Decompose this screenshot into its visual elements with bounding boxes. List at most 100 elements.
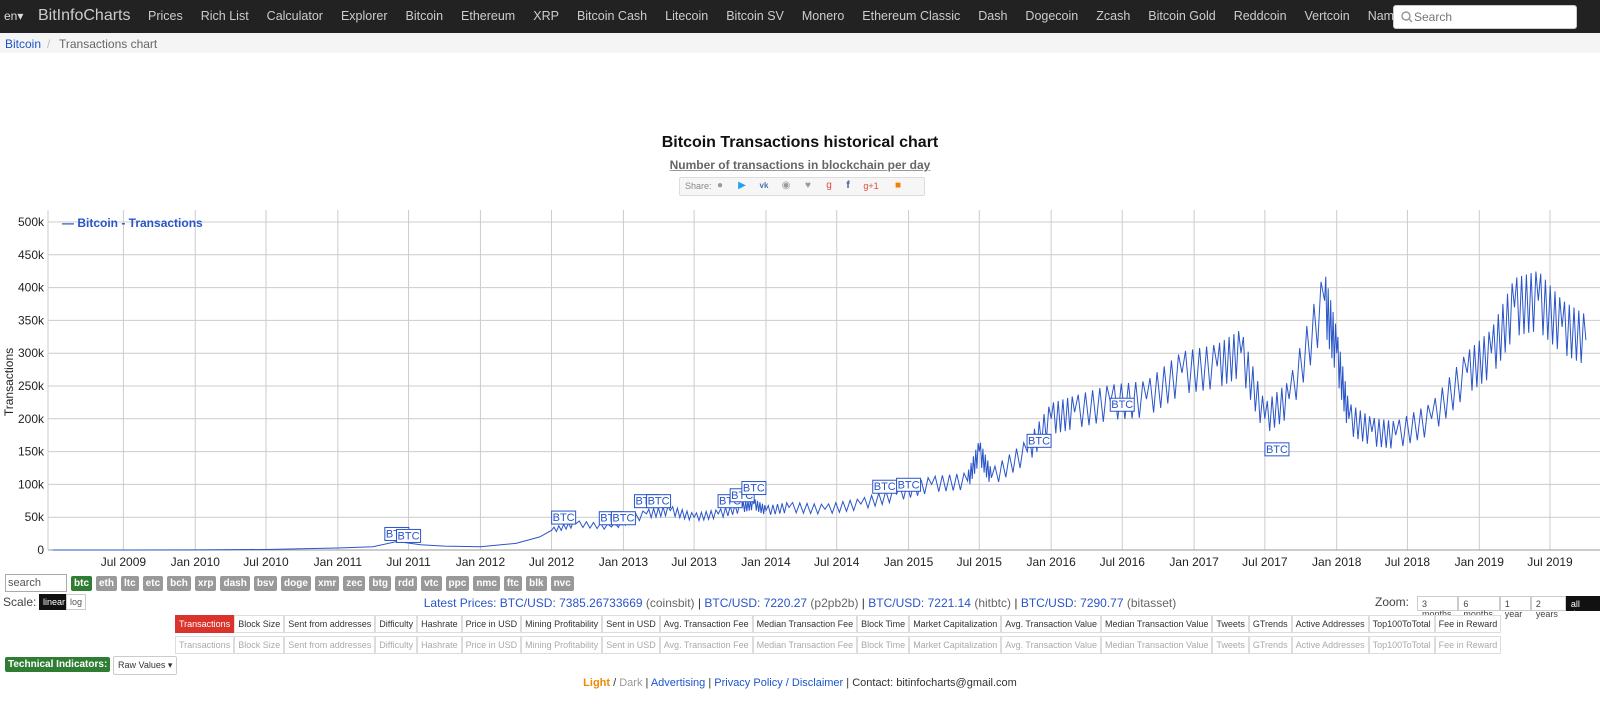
tab-market-capitalization[interactable]: Market Capitalization: [909, 636, 1002, 654]
coin-vtc[interactable]: vtc: [421, 575, 442, 591]
tab-price-in-usd[interactable]: Price in USD: [461, 615, 522, 633]
nav-link-bitcoin-gold[interactable]: Bitcoin Gold: [1148, 9, 1216, 23]
nav-link-ethereum[interactable]: Ethereum: [461, 9, 516, 23]
zoom-6-months[interactable]: 6 months: [1458, 596, 1500, 619]
reddit-icon[interactable]: ●: [716, 180, 724, 191]
tab-gtrends[interactable]: GTrends: [1248, 615, 1292, 633]
tab-sent-in-usd[interactable]: Sent in USD: [602, 615, 660, 633]
tab-median-transaction-fee[interactable]: Median Transaction Fee: [752, 615, 858, 633]
language-selector[interactable]: en▾: [4, 9, 24, 23]
tab-block-size[interactable]: Block Size: [234, 615, 285, 633]
theme-light-link[interactable]: Light: [583, 677, 611, 689]
coin-zec[interactable]: zec: [343, 575, 366, 591]
nav-link-dogecoin[interactable]: Dogecoin: [1025, 9, 1079, 23]
advertising-link[interactable]: Advertising: [650, 677, 706, 689]
tab-sent-in-usd[interactable]: Sent in USD: [602, 636, 660, 654]
tab-tweets[interactable]: Tweets: [1212, 615, 1249, 633]
coin-xmr[interactable]: xmr: [314, 575, 340, 591]
vk-icon[interactable]: vk: [759, 181, 769, 190]
tab-top100tototal[interactable]: Top100ToTotal: [1368, 636, 1435, 654]
privacy-link[interactable]: Privacy Policy / Disclaimer: [714, 677, 844, 689]
nav-link-bitcoin[interactable]: Bitcoin: [405, 9, 444, 23]
twitter-icon[interactable]: ▶: [738, 180, 746, 191]
tab-sent-from-addresses[interactable]: Sent from addresses: [284, 636, 376, 654]
coin-xrp[interactable]: xrp: [194, 575, 217, 591]
search-input[interactable]: [1393, 5, 1577, 29]
google-plus-icon[interactable]: g: [826, 180, 832, 191]
tab-active-addresses[interactable]: Active Addresses: [1291, 636, 1369, 654]
tab-top100tototal[interactable]: Top100ToTotal: [1368, 615, 1435, 633]
price-link[interactable]: BTC/USD: 7220.27: [704, 596, 811, 610]
nav-link-litecoin[interactable]: Litecoin: [665, 9, 709, 23]
coin-blk[interactable]: blk: [526, 575, 547, 591]
google-plus-one-icon[interactable]: g+1: [863, 181, 879, 191]
scale-log-button[interactable]: log: [66, 594, 87, 610]
nav-link-reddcoin[interactable]: Reddcoin: [1233, 9, 1287, 23]
zoom-2-years[interactable]: 2 years: [1530, 596, 1566, 619]
tab-transactions[interactable]: Transactions: [175, 615, 235, 633]
tab-block-size[interactable]: Block Size: [234, 636, 285, 654]
coin-search-input[interactable]: [5, 574, 67, 592]
tab-fee-in-reward[interactable]: Fee in Reward: [1434, 615, 1502, 633]
coin-ppc[interactable]: ppc: [445, 575, 470, 591]
nav-link-calculator[interactable]: Calculator: [266, 9, 323, 23]
tab-gtrends[interactable]: GTrends: [1248, 636, 1292, 654]
nav-link-explorer[interactable]: Explorer: [340, 9, 388, 23]
zoom-3-months[interactable]: 3 months: [1417, 596, 1459, 619]
tab-hashrate[interactable]: Hashrate: [417, 636, 462, 654]
coin-nvc[interactable]: nvc: [550, 575, 574, 591]
raw-values-dropdown[interactable]: Raw Values ▾: [113, 656, 178, 675]
nav-link-zcash[interactable]: Zcash: [1096, 9, 1131, 23]
legend-entry[interactable]: — Bitcoin - Transactions: [62, 216, 203, 230]
nav-link-prices[interactable]: Prices: [148, 9, 183, 23]
tab-sent-from-addresses[interactable]: Sent from addresses: [284, 615, 376, 633]
theme-dark-link[interactable]: Dark: [619, 677, 643, 689]
tab-avg-transaction-fee[interactable]: Avg. Transaction Fee: [659, 636, 753, 654]
tab-avg-transaction-value[interactable]: Avg. Transaction Value: [1001, 636, 1101, 654]
tab-price-in-usd[interactable]: Price in USD: [461, 636, 522, 654]
coin-btc[interactable]: btc: [71, 575, 92, 591]
zoom-1-year[interactable]: 1 year: [1499, 596, 1531, 619]
tab-active-addresses[interactable]: Active Addresses: [1291, 615, 1369, 633]
tab-market-capitalization[interactable]: Market Capitalization: [909, 615, 1002, 633]
facebook-icon[interactable]: f: [846, 180, 850, 191]
tab-median-transaction-fee[interactable]: Median Transaction Fee: [752, 636, 858, 654]
nav-link-dash[interactable]: Dash: [978, 9, 1008, 23]
nav-link-vertcoin[interactable]: Vertcoin: [1304, 9, 1350, 23]
tab-avg-transaction-value[interactable]: Avg. Transaction Value: [1001, 615, 1101, 633]
like-icon[interactable]: ♥: [805, 180, 811, 191]
nav-link-bitcoin-sv[interactable]: Bitcoin SV: [726, 9, 784, 23]
coin-bsv[interactable]: bsv: [253, 575, 278, 591]
coin-dash[interactable]: dash: [220, 575, 250, 591]
tab-mining-profitability[interactable]: Mining Profitability: [521, 615, 603, 633]
coin-bch[interactable]: bch: [167, 575, 191, 591]
tab-difficulty[interactable]: Difficulty: [375, 615, 418, 633]
nav-link-ethereum-classic[interactable]: Ethereum Classic: [862, 9, 961, 23]
nav-link-bitcoin-cash[interactable]: Bitcoin Cash: [576, 9, 648, 23]
coin-nmc[interactable]: nmc: [473, 575, 500, 591]
coin-btg[interactable]: btg: [369, 575, 391, 591]
nav-link-rich-list[interactable]: Rich List: [200, 9, 249, 23]
weibo-icon[interactable]: ◉: [781, 180, 791, 191]
coin-ftc[interactable]: ftc: [503, 575, 523, 591]
nav-link-xrp[interactable]: XRP: [533, 9, 559, 23]
tab-avg-transaction-fee[interactable]: Avg. Transaction Fee: [659, 615, 753, 633]
site-logo[interactable]: BitInfoCharts: [38, 7, 131, 24]
tab-median-transaction-value[interactable]: Median Transaction Value: [1100, 636, 1213, 654]
tab-block-time[interactable]: Block Time: [857, 615, 910, 633]
price-link[interactable]: BTC/USD: 7221.14: [868, 596, 975, 610]
zoom-all-time[interactable]: all time: [1565, 596, 1600, 619]
tab-transactions[interactable]: Transactions: [175, 636, 235, 654]
price-link[interactable]: BTC/USD: 7385.26733669: [499, 596, 646, 610]
tab-tweets[interactable]: Tweets: [1212, 636, 1249, 654]
tab-median-transaction-value[interactable]: Median Transaction Value: [1100, 615, 1213, 633]
nav-link-monero[interactable]: Monero: [801, 9, 845, 23]
price-link[interactable]: BTC/USD: 7290.77: [1020, 596, 1127, 610]
blogger-icon[interactable]: ■: [894, 180, 902, 191]
coin-doge[interactable]: doge: [281, 575, 311, 591]
coin-rdd[interactable]: rdd: [394, 575, 418, 591]
breadcrumb-home-link[interactable]: Bitcoin: [5, 37, 42, 51]
tab-mining-profitability[interactable]: Mining Profitability: [521, 636, 603, 654]
coin-ltc[interactable]: ltc: [121, 575, 139, 591]
coin-eth[interactable]: eth: [96, 575, 117, 591]
